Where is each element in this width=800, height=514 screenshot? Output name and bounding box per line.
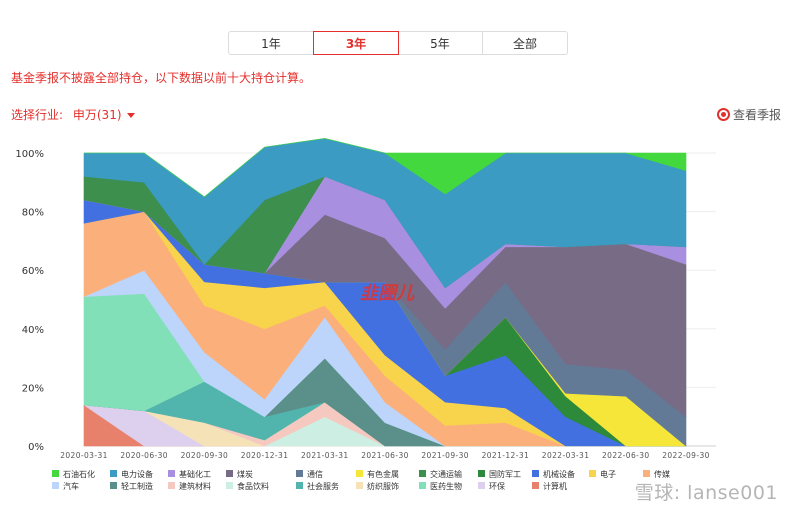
x-axis: 2020-03-31 2020-06-30 2020-09-30 2020-12-31…	[60, 451, 710, 460]
legend-label: 交通运输	[430, 469, 462, 479]
legend-swatch	[226, 470, 233, 477]
legend-item: 基础化工	[168, 469, 211, 479]
legend-item: 机械设备	[532, 469, 575, 479]
view-report-label: 查看季报	[732, 108, 781, 122]
legend-label: 医药生物	[430, 481, 462, 491]
legend-item: 传媒	[643, 469, 670, 479]
legend-label: 电力设备	[121, 469, 153, 479]
y-tick-label: 60%	[22, 266, 44, 277]
legend-label: 社会服务	[307, 481, 339, 491]
y-tick-label: 20%	[22, 383, 44, 394]
legend-swatch	[356, 482, 363, 489]
tab-5-year[interactable]: 5年	[398, 32, 483, 54]
legend-label: 石油石化	[63, 469, 95, 479]
x-tick-label: 2020-06-30	[120, 451, 168, 460]
legend-label: 计算机	[543, 481, 567, 491]
legend-item: 社会服务	[296, 481, 339, 491]
y-tick-label: 100%	[15, 149, 44, 160]
legend-item: 石油石化	[52, 469, 95, 479]
legend-item: 环保	[478, 481, 505, 491]
area-石油石化	[84, 138, 687, 198]
legend-label: 有色金属	[367, 469, 399, 479]
x-tick-label: 2020-12-31	[241, 451, 289, 460]
legend-swatch	[296, 482, 303, 489]
legend-label: 电子	[600, 469, 616, 479]
legend-swatch	[52, 482, 59, 489]
legend-swatch	[168, 470, 175, 477]
legend-item: 交通运输	[419, 469, 462, 479]
legend-swatch	[643, 470, 650, 477]
x-tick-label: 2022-06-30	[602, 451, 650, 460]
legend-item: 通信	[296, 469, 323, 479]
radio-icon	[716, 108, 730, 121]
legend-swatch	[52, 470, 59, 477]
legend-swatch	[110, 482, 117, 489]
legend-label: 汽车	[63, 481, 79, 491]
legend-swatch	[419, 482, 426, 489]
legend-item: 国防军工	[478, 469, 521, 479]
legend-item: 电力设备	[110, 469, 153, 479]
x-tick-label: 2020-03-31	[60, 451, 108, 460]
industry-selector: 选择行业: 申万(31)	[11, 106, 135, 123]
x-tick-label: 2021-09-30	[421, 451, 469, 460]
legend-item: 电子	[589, 469, 616, 479]
y-tick-label: 40%	[22, 325, 44, 336]
x-tick-label: 2021-06-30	[361, 451, 409, 460]
legend-item: 食品饮料	[226, 481, 269, 491]
x-tick-label: 2022-09-30	[662, 451, 710, 460]
legend-label: 食品饮料	[237, 481, 269, 491]
legend-label: 通信	[307, 469, 323, 479]
industry-label: 选择行业:	[11, 108, 64, 122]
x-tick-label: 2021-03-31	[301, 451, 349, 460]
legend-item: 纺织服饰	[356, 481, 399, 491]
disclosure-notice: 基金季报不披露全部持仓，以下数据以前十大持仓计算。	[11, 71, 312, 85]
period-tabs: 1年 3年 5年 全部	[228, 31, 568, 55]
legend-label: 煤炭	[237, 469, 253, 479]
tab-3-year[interactable]: 3年	[313, 31, 399, 55]
legend-label: 轻工制造	[121, 481, 153, 491]
legend-swatch	[356, 470, 363, 477]
view-report-toggle[interactable]: 查看季报	[716, 106, 781, 123]
legend-swatch	[168, 482, 175, 489]
legend-swatch	[226, 482, 233, 489]
industry-dropdown[interactable]: 申万(31)	[73, 108, 135, 122]
legend-swatch	[478, 482, 485, 489]
legend-label: 基础化工	[179, 469, 211, 479]
legend-item: 有色金属	[356, 469, 399, 479]
chart-watermark: 韭圈儿	[360, 283, 415, 304]
legend-swatch	[478, 470, 485, 477]
legend-swatch	[589, 470, 596, 477]
legend-label: 国防军工	[489, 469, 521, 479]
x-tick-label: 2022-03-31	[542, 451, 590, 460]
y-tick-label: 80%	[22, 208, 44, 219]
y-axis: 0% 20% 40% 60% 80% 100%	[15, 149, 44, 453]
legend-swatch	[532, 482, 539, 489]
legend-label: 机械设备	[543, 469, 575, 479]
legend-item: 轻工制造	[110, 481, 153, 491]
legend-item: 汽车	[52, 481, 79, 491]
industry-value: 申万(31)	[72, 108, 122, 122]
legend-label: 传媒	[654, 469, 670, 479]
area-series	[83, 138, 687, 447]
legend-item: 建筑材料	[168, 481, 211, 491]
y-tick-label: 0%	[28, 442, 44, 453]
legend-label: 纺织服饰	[367, 481, 399, 491]
x-tick-label: 2020-09-30	[181, 451, 229, 460]
page-watermark: 雪球: lanse001	[634, 482, 778, 504]
tab-all[interactable]: 全部	[512, 36, 537, 51]
legend-item: 煤炭	[226, 469, 253, 479]
legend-item: 医药生物	[419, 481, 462, 491]
legend-item: 计算机	[532, 481, 567, 491]
legend-swatch	[532, 470, 539, 477]
legend-swatch	[296, 470, 303, 477]
legend-swatch	[419, 470, 426, 477]
chevron-down-icon	[126, 113, 135, 118]
legend-swatch	[110, 470, 117, 477]
legend-label: 建筑材料	[179, 481, 211, 491]
legend-label: 环保	[489, 481, 505, 491]
x-tick-label: 2021-12-31	[482, 451, 530, 460]
